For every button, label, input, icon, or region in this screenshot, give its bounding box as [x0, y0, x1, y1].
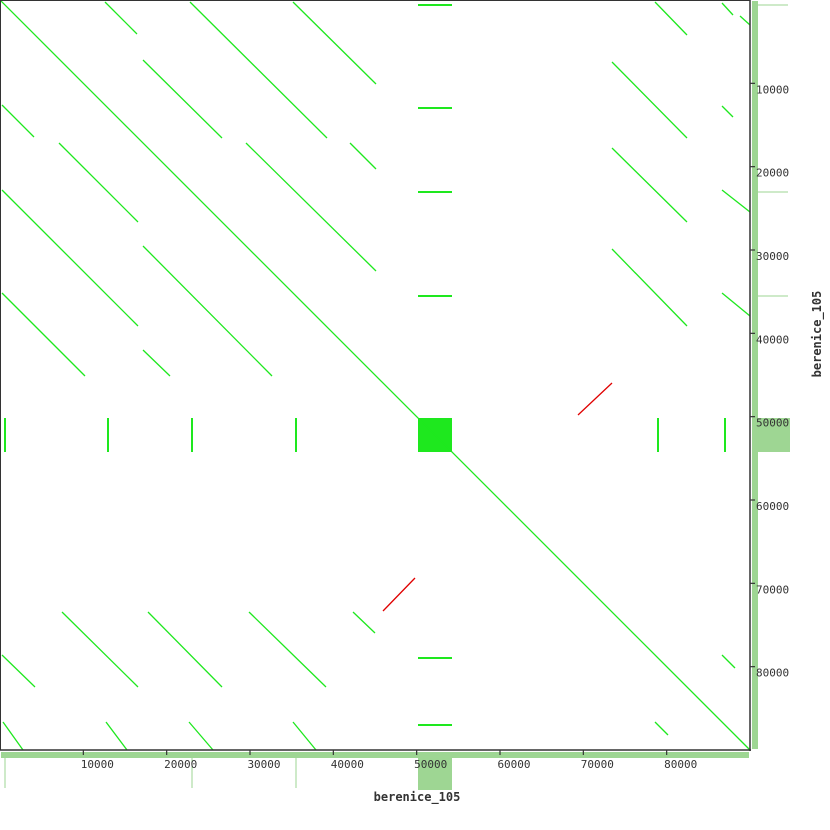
x-coverage-baseline — [1, 752, 749, 758]
forward-match-segment — [611, 147, 688, 223]
forward-match-segment — [611, 61, 688, 139]
y-tick-label: 50000 — [756, 417, 789, 430]
reverse-match-segment — [382, 577, 416, 612]
forward-match-segment — [352, 611, 376, 634]
forward-match-segment — [0, 0, 751, 751]
forward-match-segment — [349, 142, 377, 170]
forward-match-segment — [721, 654, 736, 669]
forward-match-segment — [739, 15, 751, 26]
y-coverage-block — [752, 418, 790, 452]
x-axis-title: berenice_105 — [374, 790, 461, 805]
forward-match-segment — [1, 292, 86, 377]
reverse-match-segment — [577, 382, 613, 416]
forward-match-segment — [2, 721, 24, 751]
y-coverage-baseline — [752, 1, 758, 749]
y-tick-label: 30000 — [756, 250, 789, 263]
y-axis-title: berenice_105 — [810, 291, 825, 378]
x-axis-ticks: 10000 20000 30000 40000 50000 60000 70000 80000 — [81, 750, 697, 771]
forward-match-segment — [654, 721, 669, 736]
x-tick-label: 40000 — [331, 758, 364, 771]
forward-match-segment — [654, 1, 688, 36]
forward-match-segment — [61, 611, 139, 688]
forward-match-segment — [611, 248, 688, 327]
forward-match-segment — [248, 611, 327, 688]
y-tick-label: 70000 — [756, 583, 789, 596]
forward-match-segment — [721, 292, 751, 317]
plot-area — [0, 0, 751, 751]
forward-match-segment — [188, 721, 214, 751]
forward-match-segment — [147, 611, 223, 688]
x-tick-label: 30000 — [247, 758, 280, 771]
forward-match-segment — [245, 142, 377, 272]
forward-match-segment — [721, 189, 751, 213]
y-tick-label: 20000 — [756, 167, 789, 180]
forward-match-segment — [142, 245, 273, 377]
x-tick-label: 50000 — [414, 758, 447, 771]
forward-match-segment — [105, 721, 128, 751]
x-tick-label: 10000 — [81, 758, 114, 771]
y-tick-label: 40000 — [756, 333, 789, 346]
x-tick-label: 60000 — [497, 758, 530, 771]
forward-match-segment — [142, 349, 171, 377]
y-tick-label: 80000 — [756, 667, 789, 680]
y-tick-label: 10000 — [756, 83, 789, 96]
forward-match-segment — [1, 654, 36, 688]
forward-match-segment — [292, 1, 377, 85]
forward-match-segment — [1, 104, 35, 138]
forward-match-segment — [721, 2, 734, 16]
y-tick-label: 60000 — [756, 500, 789, 513]
x-tick-label: 80000 — [664, 758, 697, 771]
forward-match-segment — [104, 1, 138, 35]
forward-match-segment — [721, 105, 734, 118]
x-coverage-block — [418, 752, 452, 790]
y-axis-ticks: 10000 20000 30000 40000 50000 60000 70000 80000 — [750, 82, 789, 680]
coverage-tracks — [1, 1, 790, 790]
x-tick-label: 70000 — [581, 758, 614, 771]
forward-match-segment — [142, 59, 223, 139]
forward-match-segment — [1, 189, 139, 327]
x-tick-label: 20000 — [164, 758, 197, 771]
forward-match-segment — [189, 1, 328, 139]
forward-match-segment — [292, 721, 317, 751]
forward-match-segment — [58, 142, 139, 223]
